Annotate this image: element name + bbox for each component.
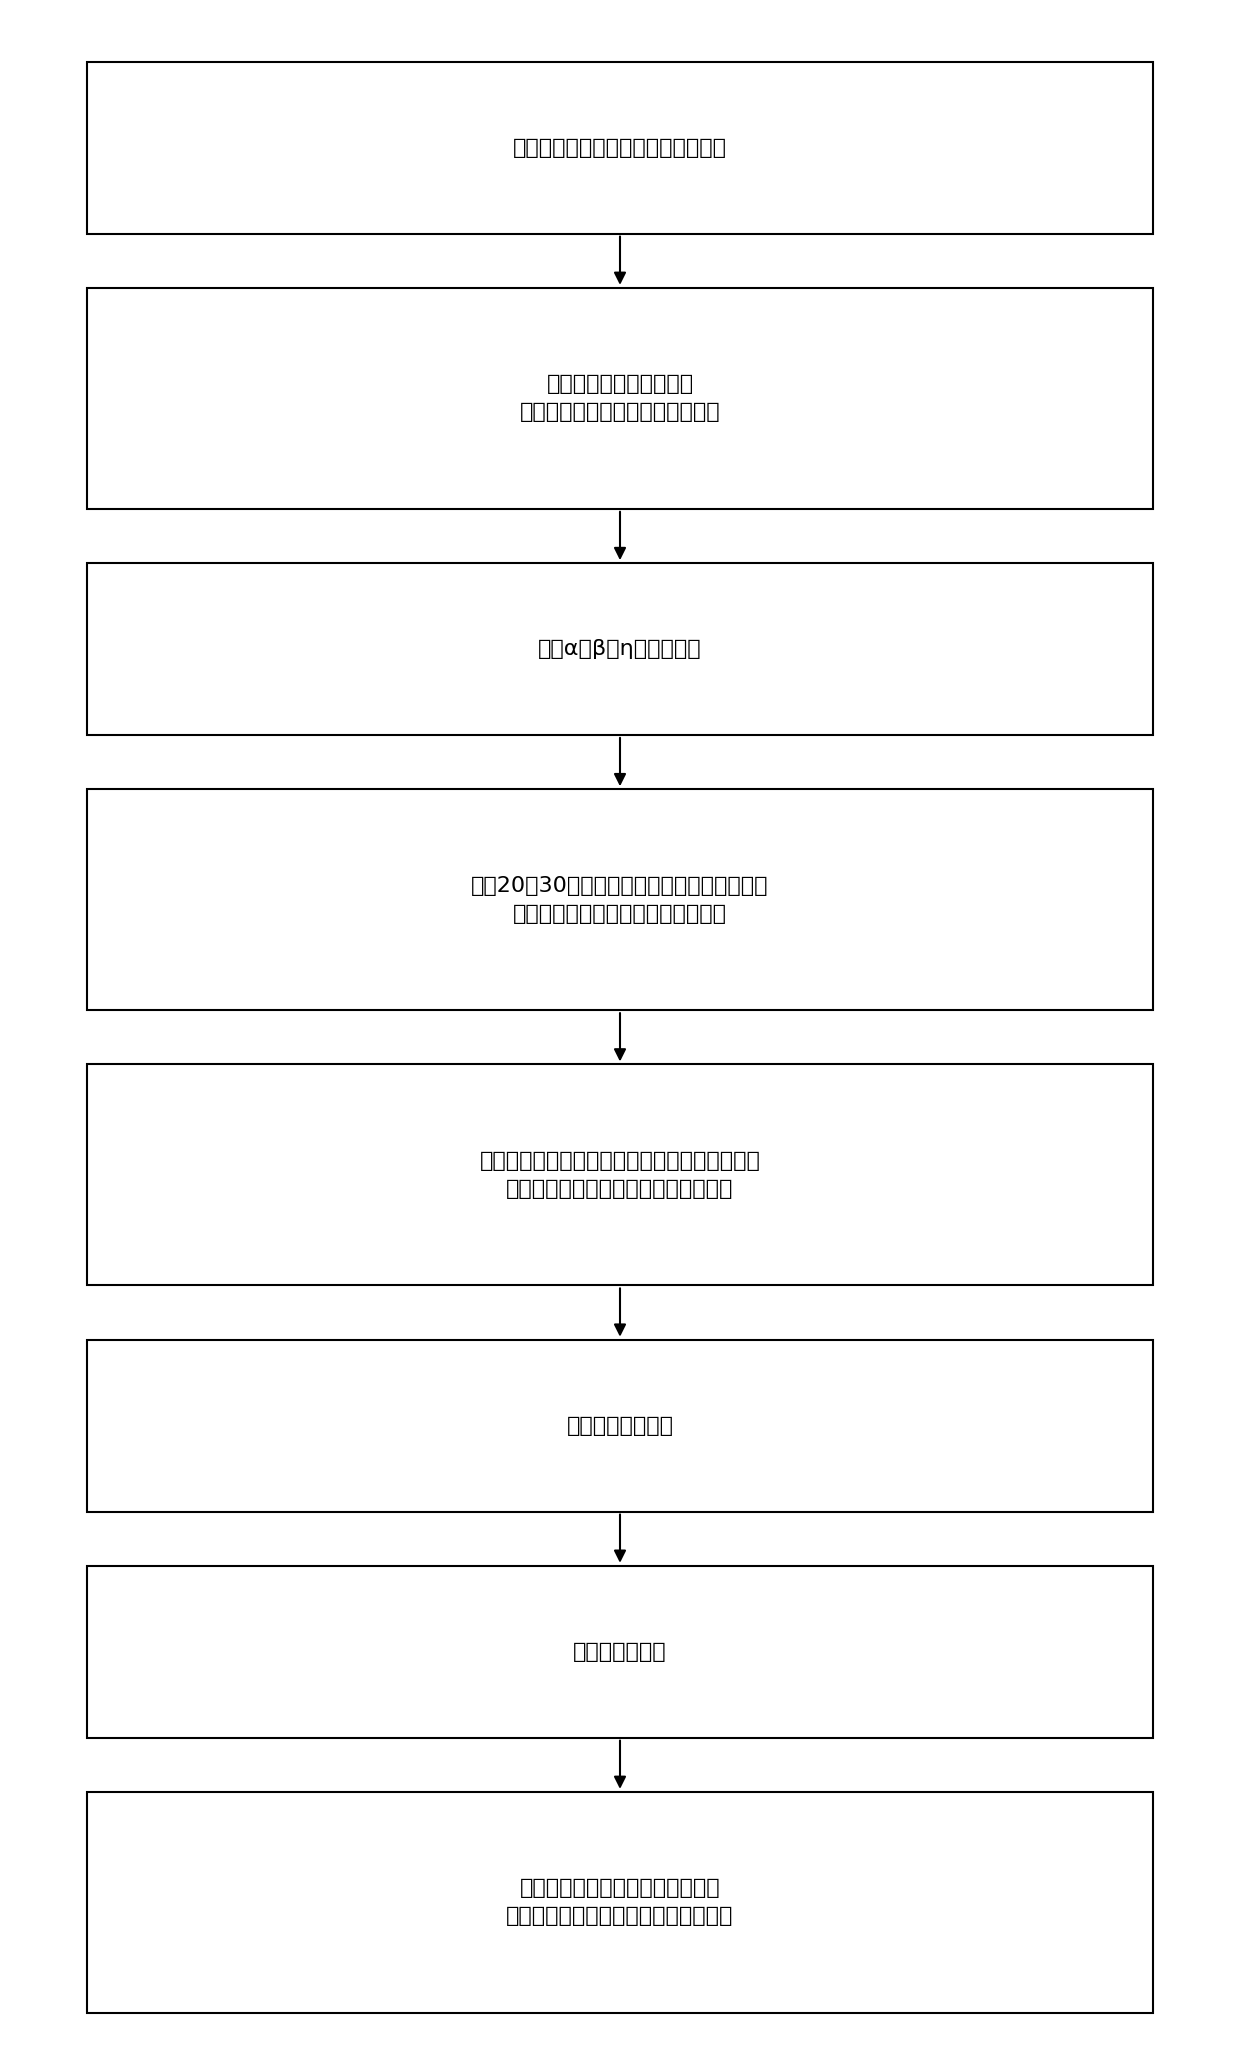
FancyBboxPatch shape <box>87 288 1153 509</box>
FancyBboxPatch shape <box>87 1791 1153 2013</box>
Text: 蒸发金属、剥离: 蒸发金属、剥离 <box>573 1641 667 1662</box>
Text: 设计α、β、η的提取版图: 设计α、β、η的提取版图 <box>538 639 702 659</box>
FancyBboxPatch shape <box>87 789 1153 1011</box>
FancyBboxPatch shape <box>87 1339 1153 1512</box>
Text: 对衬底进行表面清洁、干燥及热处理: 对衬底进行表面清洁、干燥及热处理 <box>513 138 727 158</box>
FancyBboxPatch shape <box>87 1565 1153 1738</box>
FancyBboxPatch shape <box>87 563 1153 735</box>
FancyBboxPatch shape <box>87 62 1153 234</box>
Text: 根据剥离所得结果确定一组参数，
再次进行电子束直写曝光以检验该参数: 根据剥离所得结果确定一组参数， 再次进行电子束直写曝光以检验该参数 <box>506 1877 734 1927</box>
Text: 在衬底表面上涂敷电子束
光刻抗蚀剂并进行曝光前的预处理: 在衬底表面上涂敷电子束 光刻抗蚀剂并进行曝光前的预处理 <box>520 374 720 423</box>
Text: 预设20至30组电子散射参数，并输入邻近效应
校正软件以获取对应的剂量调制表格: 预设20至30组电子散射参数，并输入邻近效应 校正软件以获取对应的剂量调制表格 <box>471 875 769 924</box>
FancyBboxPatch shape <box>87 1064 1153 1286</box>
Text: 在涂敷有电子束光刻抗蚀剂的衬底分别对三种设
计的版图进行变剂量的电子束直写曝光: 在涂敷有电子束光刻抗蚀剂的衬底分别对三种设 计的版图进行变剂量的电子束直写曝光 <box>480 1150 760 1200</box>
Text: 显影、定影及干燥: 显影、定影及干燥 <box>567 1415 673 1436</box>
